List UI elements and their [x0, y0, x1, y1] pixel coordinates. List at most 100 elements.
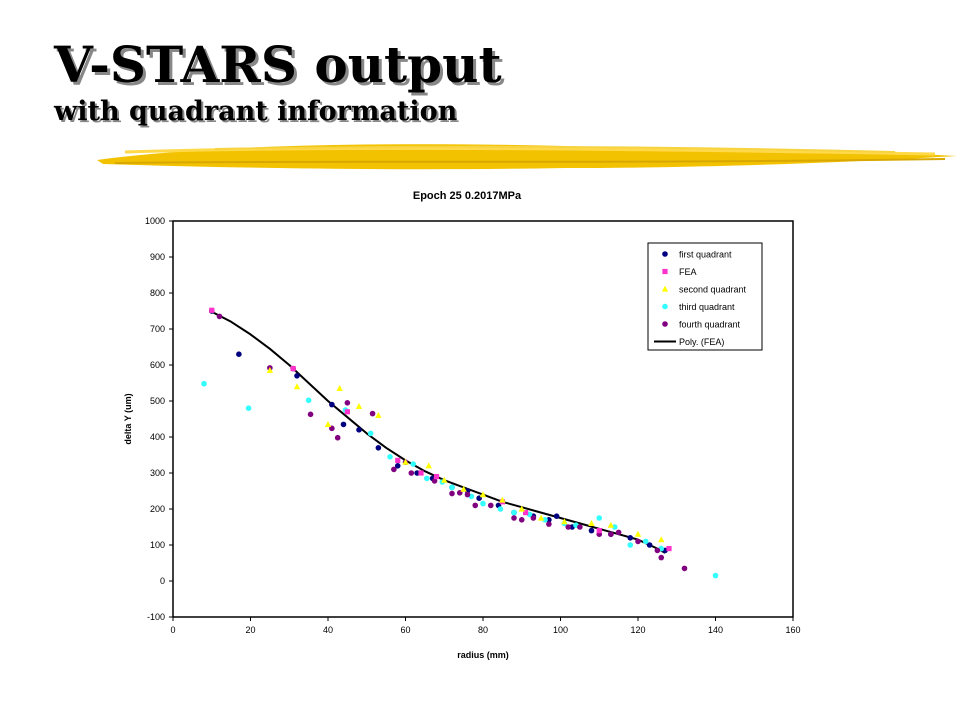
legend-swatch	[661, 285, 669, 292]
legend-entry: Poly. (FEA)	[654, 337, 724, 347]
y-tick-label: 600	[150, 360, 165, 370]
x-tick-label: 40	[323, 625, 333, 635]
chart-title: Epoch 25 0.2017MPa	[413, 190, 522, 202]
axis-ticks: 0 20 40 60 80 100 120 140 160 -100 0 100 200 300 400 50…	[145, 216, 801, 635]
data-point	[666, 546, 672, 552]
y-tick-label: 700	[150, 324, 165, 334]
data-point	[480, 500, 486, 507]
data-point	[542, 517, 548, 523]
data-point	[658, 554, 665, 561]
data-point	[588, 527, 595, 534]
x-tick-label: 100	[553, 625, 568, 635]
data-point	[266, 367, 274, 373]
legend-entries: first quadrant FEA second quadrant third qu…	[654, 250, 747, 347]
legend-swatch	[662, 251, 668, 257]
slide-subtitle: with quadrant information	[54, 96, 458, 127]
data-point	[627, 542, 634, 548]
data-point	[408, 470, 415, 476]
y-tick-label: 900	[150, 252, 165, 262]
legend-label: first quadrant	[679, 250, 732, 260]
data-point	[553, 513, 560, 519]
x-tick-label: 140	[708, 625, 723, 635]
x-axis-label: radius (mm)	[457, 650, 509, 660]
data-point	[511, 509, 517, 516]
data-point	[294, 373, 300, 379]
y-tick-label: 300	[150, 468, 165, 478]
x-tick-label: 80	[478, 625, 488, 635]
data-point	[410, 461, 417, 467]
slide-title: V-STARS output with quadrant information	[54, 35, 502, 127]
data-point	[511, 515, 517, 521]
legend: first quadrant FEA second quadrant third qu…	[647, 242, 763, 351]
data-point	[596, 528, 602, 534]
legend-label: second quadrant	[679, 285, 747, 295]
data-point	[537, 514, 545, 521]
data-point	[329, 401, 335, 408]
data-point	[561, 518, 568, 525]
title-underline-brush	[97, 144, 957, 170]
data-point	[441, 476, 448, 483]
y-tick-label: 500	[150, 396, 165, 406]
legend-label: FEA	[679, 267, 697, 277]
x-tick-label: 0	[170, 625, 175, 635]
x-tick-label: 120	[630, 625, 645, 635]
data-point	[394, 463, 401, 469]
data-point	[290, 366, 296, 372]
data-point	[340, 421, 347, 428]
data-point	[375, 412, 382, 418]
data-point	[367, 430, 374, 437]
data-point	[425, 462, 432, 469]
x-tick-label: 60	[400, 625, 410, 635]
data-point	[355, 403, 363, 409]
data-points	[201, 307, 719, 579]
data-point	[391, 466, 397, 473]
data-point	[712, 572, 719, 579]
data-point	[646, 542, 653, 548]
data-point	[449, 484, 455, 491]
slide-title-line1: V-STARS output	[54, 35, 502, 94]
y-tick-label: 100	[150, 540, 165, 550]
data-point	[577, 524, 583, 530]
data-point	[530, 515, 537, 521]
data-point	[356, 427, 362, 433]
data-point	[236, 351, 242, 358]
x-tick-label: 20	[245, 625, 255, 635]
data-point	[307, 411, 314, 418]
data-point	[611, 524, 618, 530]
legend-entry: FEA	[662, 267, 697, 277]
data-point	[305, 397, 312, 404]
y-tick-label: 400	[150, 432, 165, 442]
data-point	[654, 547, 661, 554]
y-tick-label: 200	[150, 504, 165, 514]
data-point	[615, 529, 622, 536]
y-tick-label: 1000	[145, 216, 165, 226]
legend-entry: second quadrant	[661, 285, 747, 295]
data-point	[627, 535, 634, 541]
data-point	[375, 445, 382, 451]
y-tick-label: 800	[150, 288, 165, 298]
data-point	[546, 521, 552, 527]
data-point	[479, 491, 487, 498]
data-point	[596, 515, 603, 521]
data-point	[634, 530, 642, 537]
data-point	[431, 478, 438, 484]
data-point	[607, 521, 615, 528]
legend-swatch	[662, 268, 668, 275]
legend-label: third quadrant	[679, 302, 735, 312]
data-point	[546, 517, 552, 523]
data-point	[681, 565, 688, 572]
data-point	[334, 434, 341, 441]
data-point	[433, 474, 440, 480]
data-point	[499, 496, 506, 503]
data-point	[642, 538, 649, 545]
legend-label: Poly. (FEA)	[679, 337, 724, 347]
y-tick-label: -100	[147, 612, 165, 622]
data-point	[460, 485, 467, 492]
series-third-quadrant	[201, 380, 719, 579]
legend-box	[647, 242, 763, 351]
data-point	[588, 520, 595, 526]
legend-entry: third quadrant	[662, 302, 735, 312]
data-point	[336, 385, 343, 391]
series-second-quadrant	[266, 367, 665, 543]
